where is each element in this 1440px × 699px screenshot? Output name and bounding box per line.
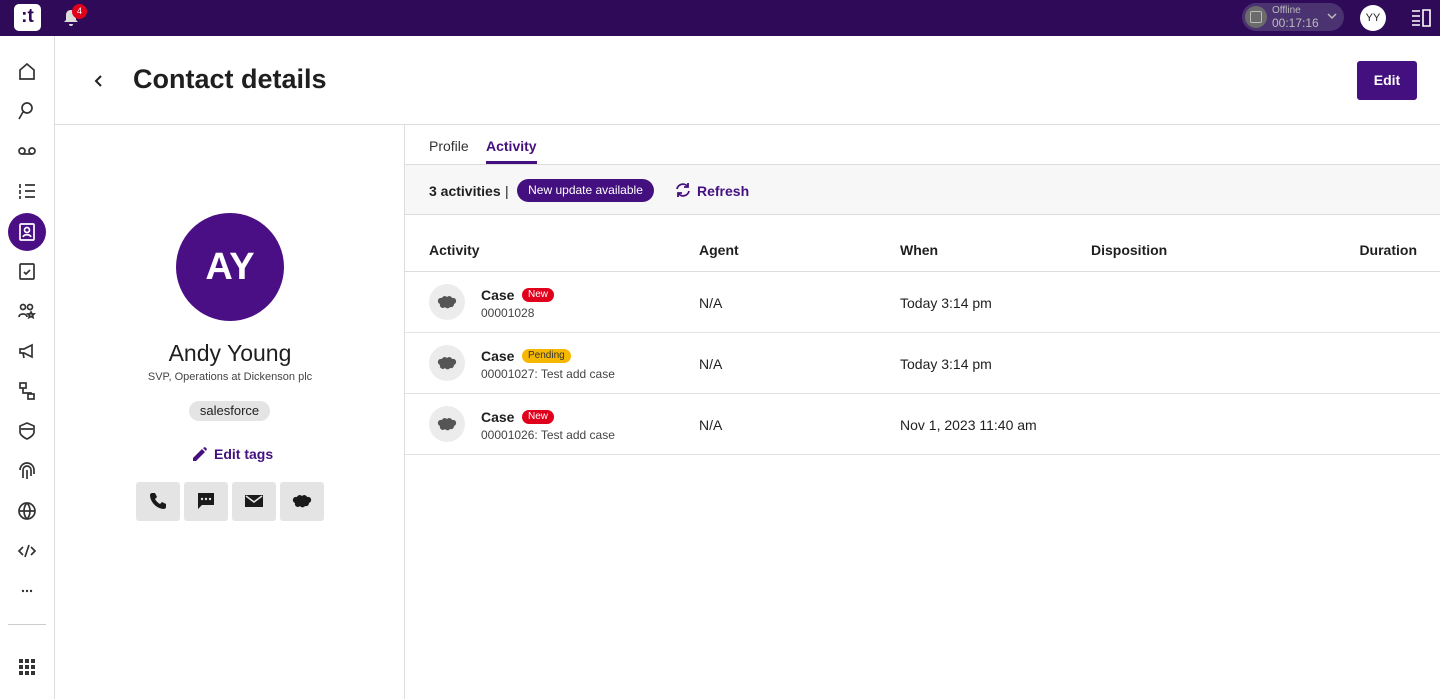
column-header: Duration: [1359, 242, 1417, 258]
row-subtitle: 00001028: [481, 306, 535, 320]
status-badge: New: [522, 410, 555, 424]
contact-name: Andy Young: [168, 340, 292, 366]
when: Today 3:14 pm: [900, 356, 992, 372]
row-title: Case: [481, 409, 515, 425]
row-icon: [429, 284, 465, 320]
row-subtitle: 00001027: Test add case: [481, 367, 615, 381]
user-avatar[interactable]: YY: [1360, 5, 1386, 31]
nav-home[interactable]: [17, 61, 37, 81]
status-pill[interactable]: Offline 00:17:16: [1242, 3, 1344, 31]
nav-fingerprint[interactable]: [17, 461, 37, 481]
sidebar: [0, 36, 55, 699]
sms-button[interactable]: [184, 482, 228, 521]
row-subtitle: 00001026: Test add case: [481, 428, 615, 442]
refresh[interactable]: Refresh: [697, 183, 750, 199]
nav-shield[interactable]: [17, 421, 37, 441]
page-title: Contact details: [133, 64, 327, 94]
nav-more[interactable]: [17, 581, 37, 601]
agent: N/A: [699, 295, 723, 311]
timer: 00:17:16: [1272, 16, 1319, 30]
tab[interactable]: Activity: [486, 138, 537, 154]
row-divider: [405, 332, 1440, 333]
nav-chat[interactable]: [17, 101, 37, 121]
contact-avatar: AY: [176, 213, 284, 321]
nav-flows[interactable]: [17, 381, 37, 401]
update-pill[interactable]: New update available: [517, 179, 654, 202]
row-title: Case: [481, 287, 515, 303]
contact-subtitle: SVP, Operations at Dickenson plc: [147, 371, 313, 383]
row-title: Case: [481, 348, 515, 364]
status-badge: New: [522, 288, 555, 302]
email-button[interactable]: [232, 482, 276, 521]
refresh-icon[interactable]: [674, 182, 692, 198]
contact-panel: [55, 125, 405, 699]
status-badge: Pending: [522, 349, 571, 363]
column-header: Activity: [429, 242, 480, 258]
agent: N/A: [699, 417, 723, 433]
nav-voicemail[interactable]: [17, 141, 37, 161]
status-text: Offline: [1272, 5, 1301, 16]
panel-icon[interactable]: [1411, 9, 1431, 27]
logo[interactable]: :t: [14, 4, 41, 31]
nav-apps[interactable]: [17, 657, 37, 677]
top-bar: :t 4 Offline 00:17:16 YY: [0, 0, 1440, 36]
page-header: Contact details Edit: [55, 36, 1440, 125]
tag[interactable]: salesforce: [189, 401, 270, 421]
column-header: Agent: [699, 242, 739, 258]
activity-bar: [405, 164, 1440, 215]
chevron: [1327, 13, 1337, 20]
separator: |: [505, 183, 509, 199]
column-header: When: [900, 242, 939, 258]
edit-button[interactable]: Edit: [1357, 61, 1417, 100]
when: Today 3:14 pm: [900, 295, 992, 311]
activity-count: 3 activities: [429, 183, 501, 199]
nav-contacts[interactable]: [17, 222, 37, 242]
notification-badge: 4: [72, 4, 87, 19]
salesforce-button[interactable]: [280, 482, 324, 521]
row-divider: [405, 454, 1440, 455]
tab[interactable]: Profile: [429, 138, 469, 154]
row-icon: [429, 345, 465, 381]
nav-code[interactable]: [17, 541, 37, 561]
nav-tasks[interactable]: [17, 261, 37, 281]
row-divider: [405, 393, 1440, 394]
edit-tags[interactable]: Edit tags: [214, 446, 274, 462]
header-divider: [405, 271, 1440, 272]
nav-globe[interactable]: [17, 501, 37, 521]
edit-icon[interactable]: [192, 446, 208, 462]
nav-list[interactable]: [17, 181, 37, 201]
column-header: Disposition: [1091, 242, 1168, 258]
divider: [8, 624, 46, 625]
back-button[interactable]: [94, 74, 104, 88]
nav-campaigns[interactable]: [17, 341, 37, 361]
when: Nov 1, 2023 11:40 am: [900, 417, 1037, 433]
row-icon: [429, 406, 465, 442]
call-button[interactable]: [136, 482, 180, 521]
agent: N/A: [699, 356, 723, 372]
nav-teams[interactable]: [17, 301, 37, 321]
tab-underline: [486, 161, 537, 164]
